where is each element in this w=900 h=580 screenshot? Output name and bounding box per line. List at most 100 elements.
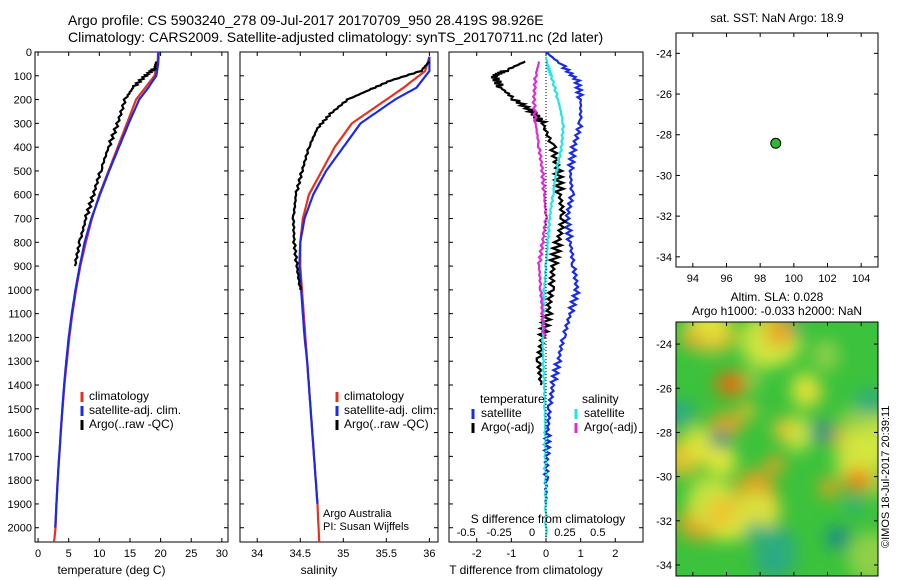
argo-location-marker bbox=[770, 137, 782, 149]
temperature-series-line bbox=[73, 61, 158, 267]
position-xtick-label: 104 bbox=[852, 273, 870, 285]
depth-tick-label: 1300 bbox=[8, 356, 32, 368]
position-xtick-label: 102 bbox=[818, 273, 836, 285]
diff-legend-label: Argo(-adj) bbox=[481, 420, 534, 434]
difference-xtick-label: -1 bbox=[506, 548, 516, 560]
position-xtick-label: 98 bbox=[754, 273, 766, 285]
sla-anomaly bbox=[764, 322, 795, 348]
sla-ytick-label: -34 bbox=[656, 560, 672, 572]
depth-tick-label: 800 bbox=[14, 237, 32, 249]
position-map-frame bbox=[675, 32, 879, 268]
figure-title-line-2: Climatology: CARS2009. Satellite-adjuste… bbox=[68, 29, 604, 45]
depth-tick-label: 1800 bbox=[8, 475, 32, 487]
depth-tick-label: 1200 bbox=[8, 332, 32, 344]
salinity-annotation: Argo Australia bbox=[323, 508, 392, 520]
diff-legend-label: satellite bbox=[584, 406, 625, 420]
sla-ytick-label: -30 bbox=[656, 472, 672, 484]
depth-tick-label: 0 bbox=[26, 47, 32, 59]
salinity-xlabel: salinity bbox=[301, 563, 338, 577]
depth-tick-label: 500 bbox=[14, 166, 32, 178]
difference-xtick-label: 0 bbox=[543, 548, 549, 560]
difference-xtick-label: 1 bbox=[578, 548, 584, 560]
depth-tick-label: 700 bbox=[14, 214, 32, 226]
sla-anomaly bbox=[810, 422, 834, 442]
sla-title-line-1: Altim. SLA: 0.028 bbox=[731, 290, 824, 304]
diff-legend-title: temperature bbox=[480, 392, 545, 406]
sla-anomaly bbox=[826, 527, 850, 549]
sla-ytick-label: -28 bbox=[656, 427, 672, 439]
depth-tick-label: 1000 bbox=[8, 285, 32, 297]
sla-anomaly bbox=[848, 531, 878, 576]
temperature-xtick-label: 0 bbox=[35, 548, 41, 560]
sla-anomaly bbox=[737, 402, 757, 419]
depth-tick-label: 900 bbox=[14, 261, 32, 273]
temperature-xtick-label: 10 bbox=[93, 548, 105, 560]
salinity-diff-tick-label: 0.5 bbox=[590, 527, 605, 539]
sla-map-frame bbox=[675, 321, 879, 577]
temperature-xtick-label: 25 bbox=[185, 548, 197, 560]
sla-anomaly bbox=[764, 454, 786, 475]
sla-anomaly bbox=[715, 372, 747, 396]
sla-ytick-label: -26 bbox=[656, 383, 672, 395]
depth-tick-label: 1100 bbox=[8, 309, 32, 321]
position-ytick-label: -24 bbox=[656, 48, 672, 60]
position-ytick-label: -30 bbox=[656, 170, 672, 182]
salinity-legend-label: climatology bbox=[344, 389, 404, 403]
depth-tick-label: 100 bbox=[14, 71, 32, 83]
salinity-diff-tick-label: -0.5 bbox=[457, 527, 476, 539]
salinity-diff-tick-label: -0.25 bbox=[487, 527, 512, 539]
position-ytick-label: -32 bbox=[656, 211, 672, 223]
temperature-legend-label: satellite-adj. clim. bbox=[89, 403, 181, 417]
depth-tick-label: 1900 bbox=[8, 499, 32, 511]
sla-anomaly bbox=[845, 496, 864, 515]
difference-xtick-label: -2 bbox=[472, 548, 482, 560]
temperature-xtick-label: 5 bbox=[66, 548, 72, 560]
position-xtick-label: 94 bbox=[687, 273, 699, 285]
depth-tick-label: 1500 bbox=[8, 404, 32, 416]
temperature-legend-label: climatology bbox=[89, 389, 149, 403]
difference-series-line bbox=[540, 56, 566, 538]
difference-xlabel: T difference from climatology bbox=[449, 563, 603, 577]
position-ytick-label: -26 bbox=[656, 89, 672, 101]
sla-anomaly bbox=[756, 526, 797, 576]
salinity-series-line bbox=[299, 56, 431, 543]
salinity-series-line bbox=[291, 60, 431, 290]
sla-anomaly bbox=[844, 468, 872, 492]
temperature-xtick-label: 15 bbox=[124, 548, 136, 560]
depth-tick-label: 200 bbox=[14, 95, 32, 107]
sla-anomaly bbox=[744, 522, 768, 544]
temperature-xlabel: temperature (deg C) bbox=[57, 563, 165, 577]
salinity-diff-tick-label: 0 bbox=[529, 527, 535, 539]
sla-anomaly bbox=[813, 339, 839, 372]
depth-tick-label: 1600 bbox=[8, 428, 32, 440]
salinity-xtick-label: 35.5 bbox=[376, 548, 397, 560]
depth-tick-label: 2000 bbox=[8, 523, 32, 535]
sla-anomaly bbox=[818, 477, 840, 498]
sla-anomaly bbox=[709, 411, 744, 437]
position-xtick-label: 96 bbox=[720, 273, 732, 285]
temperature-axes-frame bbox=[34, 51, 229, 543]
temperature-xtick-label: 30 bbox=[216, 548, 228, 560]
salinity-legend-label: satellite-adj. clim. bbox=[344, 403, 436, 417]
salinity-xtick-label: 36 bbox=[423, 548, 435, 560]
salinity-xtick-label: 35 bbox=[337, 548, 349, 560]
difference-series-line bbox=[531, 61, 549, 338]
sla-blobs bbox=[676, 322, 878, 576]
position-ytick-label: -34 bbox=[656, 252, 672, 264]
salinity-diff-tick-label: 0.25 bbox=[554, 527, 575, 539]
temperature-series-line bbox=[54, 51, 160, 528]
difference-series-line bbox=[490, 60, 568, 386]
sla-title-line-2: Argo h1000: -0.033 h2000: NaN bbox=[692, 304, 862, 318]
diff-legend-label: Argo(-adj) bbox=[584, 420, 637, 434]
depth-tick-label: 400 bbox=[14, 142, 32, 154]
position-ytick-label: -28 bbox=[656, 130, 672, 142]
imos-timestamp: ©IMOS 18-Jul-2017 20:39:11 bbox=[880, 405, 892, 548]
sla-anomaly bbox=[709, 495, 737, 525]
sla-anomaly bbox=[732, 491, 778, 535]
salinity-legend-label: Argo(..raw -QC) bbox=[344, 417, 429, 431]
depth-tick-label: 300 bbox=[14, 118, 32, 130]
position-xtick-label: 100 bbox=[785, 273, 803, 285]
temperature-series-line bbox=[52, 51, 160, 543]
sla-anomaly bbox=[681, 331, 705, 348]
